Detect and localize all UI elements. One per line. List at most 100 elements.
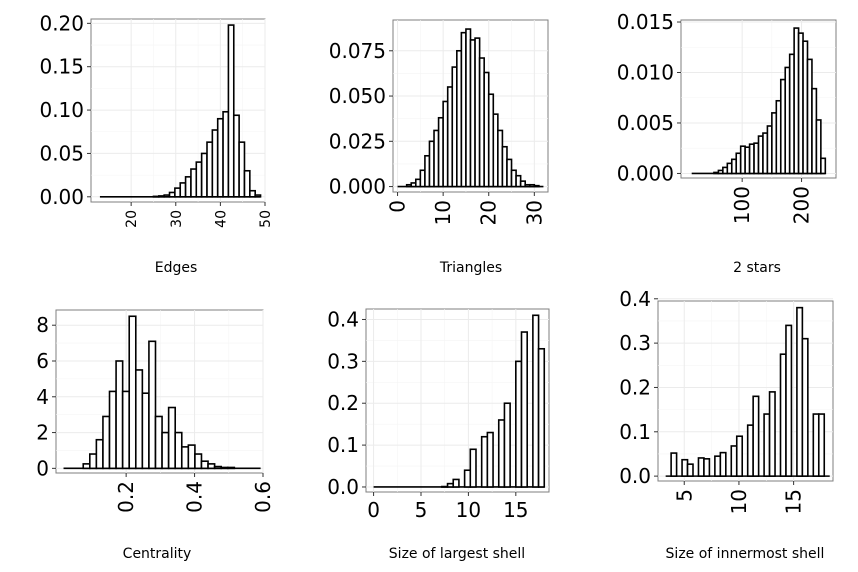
- x-tick-label: 15: [503, 498, 528, 522]
- histogram-bar: [681, 458, 689, 477]
- x-tick-label: 200: [790, 186, 814, 224]
- histogram-bar: [497, 419, 506, 488]
- histogram-bar: [752, 395, 760, 477]
- x-tick-label: 20: [477, 200, 501, 225]
- y-tick-label: 0.050: [329, 84, 386, 108]
- y-tick-label: 0.000: [617, 161, 674, 185]
- histogram-bar: [801, 337, 809, 477]
- y-tick-label: 0.3: [327, 349, 359, 373]
- y-tick-label: 0.025: [329, 129, 386, 153]
- histogram-bar: [174, 431, 183, 470]
- x-tick-label: 0.6: [251, 481, 275, 513]
- histogram-bar: [226, 466, 236, 470]
- x-axis-title: Edges: [155, 260, 198, 276]
- x-axis-title: 2 stars: [733, 260, 781, 276]
- histogram-bar: [480, 435, 489, 488]
- x-tick-label: 30: [522, 200, 546, 225]
- histogram-bar: [82, 463, 91, 470]
- x-tick-label: 50: [258, 210, 274, 228]
- x-tick-label: 20: [124, 210, 140, 228]
- histogram-bar: [503, 402, 511, 488]
- histogram-bar: [714, 455, 722, 477]
- histogram-panel-1: 0.00 0.05 0.10 0.15 0.20 20 30 40 50 Edges: [39, 11, 274, 276]
- histogram-bar: [532, 314, 540, 488]
- histogram-bar: [441, 485, 449, 488]
- histogram-panel-4: 0 2 4 6 8 0.2 0.4 0.6 Centrality: [36, 309, 275, 562]
- histogram-bar: [817, 413, 826, 477]
- y-tick-label: 0.010: [617, 60, 674, 84]
- x-tick-label: 100: [730, 186, 754, 224]
- histogram-bar: [195, 161, 203, 198]
- histogram-bar: [174, 187, 182, 198]
- histogram-bar: [763, 413, 771, 477]
- histogram-bar: [719, 451, 727, 477]
- histogram-bar: [697, 457, 705, 477]
- y-tick-label: 0.15: [39, 55, 84, 79]
- y-tick-label: 0.005: [617, 111, 674, 135]
- histogram-panel-5: 0.0 0.1 0.2 0.3 0.4 0 5 10 15 Size of largest she…: [327, 307, 550, 562]
- histogram-bar: [211, 129, 219, 198]
- histogram-bar: [89, 453, 98, 470]
- histogram-bar: [243, 169, 251, 198]
- histogram-bar: [167, 406, 177, 470]
- histogram-bar: [115, 360, 124, 470]
- histogram-bar: [102, 415, 111, 470]
- histogram-bar: [190, 168, 198, 198]
- histogram-bar: [207, 463, 216, 470]
- histogram-bar: [703, 458, 711, 477]
- histogram-bar: [768, 391, 776, 477]
- histogram-bar: [227, 24, 235, 198]
- y-tick-label: 0.0: [619, 464, 651, 488]
- histogram-bar: [238, 141, 246, 198]
- histogram-bar: [533, 184, 540, 188]
- histogram-bar: [194, 453, 203, 470]
- x-tick-label: 10: [456, 498, 481, 522]
- histogram-bar: [670, 452, 678, 477]
- histogram-bar: [779, 353, 787, 477]
- x-tick-label: 10: [431, 200, 455, 225]
- histogram-bar: [200, 460, 209, 470]
- histogram-bar: [121, 390, 131, 470]
- x-tick-label: 15: [782, 489, 806, 514]
- x-tick-label: 0.4: [183, 481, 207, 513]
- histogram-bar: [796, 306, 804, 477]
- y-tick-label: 0.10: [39, 98, 84, 122]
- histogram-bar: [469, 448, 477, 488]
- histogram-bar: [446, 482, 455, 488]
- x-tick-label: 10: [727, 489, 751, 514]
- histogram-bar: [163, 194, 171, 198]
- histogram-panel-3: 0.000 0.005 0.010 0.015 100 200 2 stars: [617, 10, 837, 276]
- histogram-bar: [520, 331, 528, 488]
- histogram-bar: [180, 446, 190, 470]
- y-tick-label: 8: [36, 313, 49, 337]
- y-tick-label: 0: [36, 456, 49, 480]
- histogram-bar: [134, 369, 144, 470]
- x-tick-label: 5: [415, 498, 428, 522]
- histogram-bar: [232, 114, 240, 198]
- histogram-bar: [179, 182, 187, 198]
- y-tick-label: 2: [36, 421, 49, 445]
- x-axis-title: Size of largest shell: [389, 546, 525, 562]
- x-tick-label: 40: [213, 210, 229, 228]
- histogram-bar: [168, 191, 176, 198]
- histogram-bar: [746, 424, 754, 477]
- histogram-bar: [206, 141, 214, 198]
- x-tick-label: 0: [367, 498, 380, 522]
- y-tick-label: 0.20: [39, 11, 84, 35]
- histogram-bar: [815, 119, 822, 175]
- histogram-bar: [161, 431, 170, 470]
- histogram-bar: [785, 324, 793, 477]
- histogram-bar: [537, 347, 546, 488]
- y-tick-label: 0.00: [39, 185, 84, 209]
- histogram-bar: [486, 431, 494, 488]
- histogram-bar: [254, 194, 262, 198]
- histogram-bar: [216, 117, 224, 198]
- histogram-bar: [452, 478, 460, 488]
- y-tick-label: 0.1: [619, 420, 651, 444]
- y-tick-label: 4: [36, 385, 49, 409]
- histogram-bar: [686, 463, 694, 477]
- histogram-bar: [152, 195, 160, 198]
- y-tick-label: 0.4: [327, 307, 359, 331]
- y-tick-label: 0.05: [39, 141, 84, 165]
